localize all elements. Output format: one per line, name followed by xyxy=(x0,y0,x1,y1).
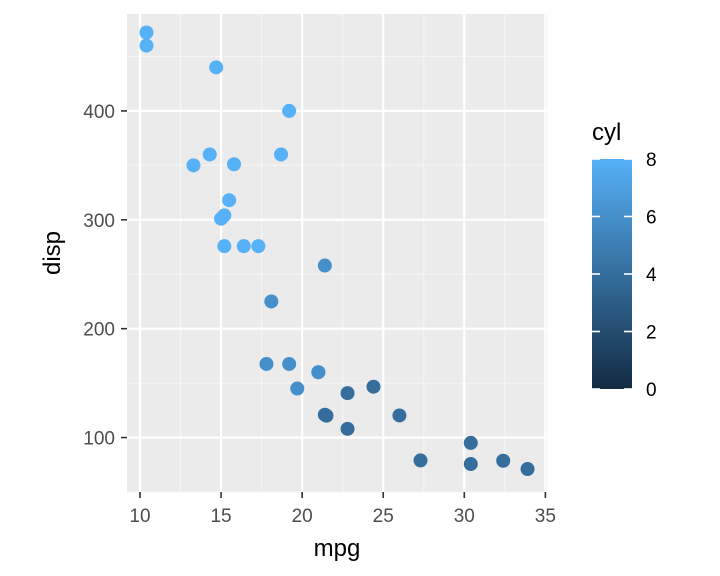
data-point xyxy=(251,239,266,254)
x-tick-label: 10 xyxy=(129,506,150,527)
data-point xyxy=(209,60,224,75)
legend-ticks: 0 2 4 6 8 xyxy=(592,150,657,401)
data-point xyxy=(222,193,237,208)
x-tick-label: 20 xyxy=(292,506,313,527)
data-point xyxy=(259,356,274,371)
y-tick-label: 400 xyxy=(83,102,115,123)
legend: cyl 0 2 4 6 8 xyxy=(592,119,657,401)
data-point xyxy=(317,407,332,422)
y-axis-title: disp xyxy=(39,231,66,275)
data-point xyxy=(264,294,279,309)
data-point xyxy=(392,408,407,423)
major-gridlines xyxy=(127,14,547,492)
data-point xyxy=(217,239,232,254)
y-tick-label: 200 xyxy=(83,320,115,341)
data-point xyxy=(227,157,242,172)
data-point xyxy=(366,379,381,394)
legend-tick-label: 6 xyxy=(646,208,657,229)
x-axis-title: mpg xyxy=(314,535,361,562)
data-point xyxy=(202,147,217,162)
data-point xyxy=(317,258,332,273)
x-tick-label: 35 xyxy=(535,506,556,527)
data-points xyxy=(139,25,535,477)
data-point xyxy=(496,453,511,468)
data-point xyxy=(340,421,355,436)
data-point xyxy=(274,147,289,162)
data-point xyxy=(282,356,297,371)
legend-title: cyl xyxy=(592,119,621,146)
data-point xyxy=(186,158,201,173)
data-point xyxy=(311,365,326,380)
x-axis: 10 15 20 25 30 35 xyxy=(129,492,556,527)
legend-tick-label: 2 xyxy=(646,323,657,344)
data-point xyxy=(139,38,154,53)
legend-tick-label: 0 xyxy=(646,380,657,401)
data-point xyxy=(290,381,305,396)
legend-tick-label: 8 xyxy=(646,150,657,171)
data-point xyxy=(214,211,229,226)
data-point xyxy=(413,453,428,468)
x-tick-label: 15 xyxy=(210,506,231,527)
data-point xyxy=(463,457,478,472)
data-point xyxy=(520,462,535,477)
data-point xyxy=(463,435,478,450)
data-point xyxy=(282,103,297,118)
data-point xyxy=(236,239,251,254)
minor-gridlines xyxy=(127,14,547,493)
y-tick-label: 300 xyxy=(83,211,115,232)
x-tick-label: 30 xyxy=(454,506,475,527)
y-axis: 100 200 300 400 xyxy=(83,102,127,450)
legend-tick-label: 4 xyxy=(646,265,657,286)
plot-panel xyxy=(127,14,547,492)
data-point xyxy=(139,25,154,40)
data-point xyxy=(340,386,355,401)
x-tick-label: 25 xyxy=(373,506,394,527)
y-tick-label: 100 xyxy=(83,429,115,450)
